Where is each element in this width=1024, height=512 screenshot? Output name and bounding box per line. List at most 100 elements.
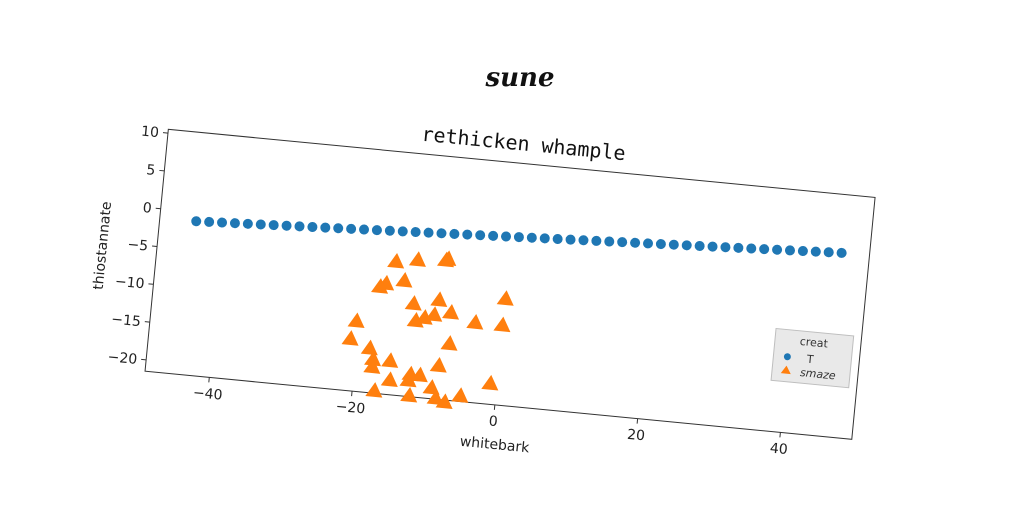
point-T (410, 227, 421, 238)
point-smaze (341, 330, 359, 346)
legend-title: creat (799, 335, 829, 351)
legend-label-smaze: smaze (799, 366, 836, 382)
point-smaze (439, 250, 457, 266)
point-smaze (365, 382, 383, 398)
point-T (604, 236, 615, 247)
point-T (784, 245, 795, 256)
y-tick-label: −5 (127, 237, 149, 255)
point-T (320, 222, 331, 233)
point-T (836, 247, 847, 258)
point-T (397, 226, 408, 237)
point-T (797, 246, 808, 257)
point-smaze (381, 352, 399, 368)
point-smaze (380, 371, 398, 387)
point-T (565, 234, 576, 245)
point-smaze (408, 251, 426, 267)
point-smaze (466, 313, 484, 330)
y-tick-label: 5 (146, 162, 156, 179)
point-T (488, 230, 499, 241)
point-T (591, 235, 602, 246)
point-smaze (481, 374, 499, 391)
point-T (217, 217, 228, 228)
point-smaze (395, 272, 413, 288)
x-tick-label: −40 (192, 385, 223, 404)
point-T (578, 235, 589, 246)
point-T (346, 223, 357, 234)
legend-marker-smaze (780, 365, 791, 375)
point-T (526, 232, 537, 243)
point-T (423, 227, 434, 238)
point-T (720, 242, 731, 253)
point-smaze (429, 356, 447, 373)
point-T (281, 220, 292, 231)
point-smaze (363, 358, 381, 374)
point-smaze (347, 312, 365, 329)
point-smaze (404, 295, 422, 311)
point-smaze (387, 252, 405, 269)
point-T (436, 228, 447, 239)
legend: creat T smaze (770, 327, 855, 389)
point-T (462, 229, 473, 240)
point-smaze (430, 291, 448, 308)
legend-label-T: T (805, 353, 814, 367)
point-T (552, 234, 563, 245)
point-T (475, 230, 486, 241)
point-T (823, 247, 834, 258)
point-T (746, 243, 757, 254)
y-tick-label: 0 (142, 200, 152, 217)
point-T (668, 239, 679, 250)
y-axis-label: thiostannate (91, 201, 115, 291)
y-tick-label: −10 (114, 274, 145, 293)
point-smaze (364, 350, 382, 367)
point-smaze (493, 316, 511, 333)
x-tick-label: 20 (626, 427, 645, 445)
point-T (772, 244, 783, 255)
point-smaze (426, 389, 444, 406)
point-smaze (422, 379, 440, 395)
point-T (333, 223, 344, 234)
plot-area (144, 128, 876, 440)
point-T (539, 233, 550, 244)
point-T (268, 220, 279, 231)
point-T (513, 232, 524, 243)
point-T (759, 244, 770, 255)
point-smaze (400, 386, 418, 403)
point-T (449, 228, 460, 239)
point-T (307, 221, 318, 232)
point-T (242, 218, 253, 229)
point-smaze (406, 312, 424, 328)
point-T (630, 237, 641, 248)
point-T (617, 237, 628, 248)
point-T (681, 240, 692, 251)
point-smaze (442, 304, 460, 320)
point-T (643, 238, 654, 249)
legend-marker-T (783, 353, 791, 361)
point-T (655, 239, 666, 250)
point-smaze (435, 393, 453, 410)
point-T (255, 219, 266, 230)
point-smaze (451, 387, 469, 403)
y-tick-label: −20 (107, 349, 138, 368)
point-T (733, 242, 744, 253)
point-T (707, 241, 718, 252)
x-tick-label: 0 (488, 413, 498, 430)
y-tick-label: −15 (111, 311, 142, 330)
y-tick-label: 10 (140, 124, 159, 142)
point-smaze (496, 290, 514, 306)
point-T (694, 240, 705, 251)
point-T (229, 218, 240, 229)
point-smaze (440, 335, 458, 351)
point-smaze (399, 371, 417, 388)
chart-suptitle: sune (485, 63, 555, 93)
point-T (810, 246, 821, 257)
point-smaze (371, 278, 389, 294)
x-tick-label: −20 (335, 399, 366, 418)
point-T (204, 216, 215, 227)
point-T (359, 224, 370, 235)
point-T (294, 221, 305, 232)
x-axis-label: whitebark (459, 434, 531, 457)
point-T (501, 231, 512, 242)
point-T (371, 225, 382, 236)
